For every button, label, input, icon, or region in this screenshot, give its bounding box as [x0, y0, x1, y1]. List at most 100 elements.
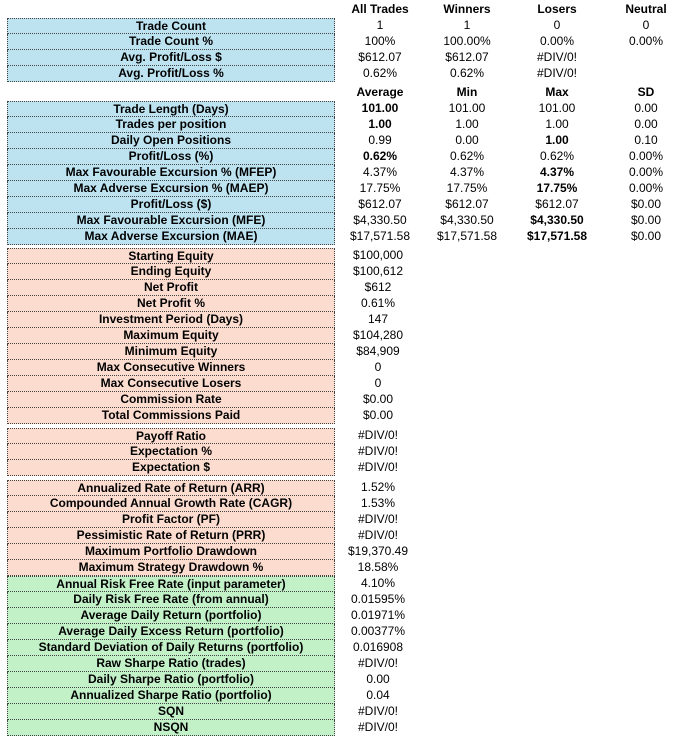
row-label-investment-period-days: Investment Period (Days)	[7, 312, 335, 328]
row-label-daily-risk-free-rate-from-annual: Daily Risk Free Rate (from annual)	[7, 592, 335, 608]
value-max-consecutive-winners: 0	[374, 360, 382, 374]
row-label-commission-rate: Commission Rate	[7, 392, 335, 408]
row-label-maximum-equity: Maximum Equity	[7, 328, 335, 344]
row-label-compounded-annual-growth-rate-cagr: Compounded Annual Growth Rate (CAGR)	[7, 496, 335, 512]
cell-avg-profit-loss-3	[618, 66, 674, 82]
cell-trade-count-3: 0	[642, 18, 650, 32]
value-net-profit: $612	[364, 280, 392, 294]
cell-trade-count-2: 0	[553, 18, 561, 32]
cell-profit-loss-3: $0.00	[630, 197, 662, 211]
value-annualized-rate-of-return-arr: 1.52%	[360, 480, 396, 494]
value-raw-sharpe-ratio-trades: #DIV/0!	[357, 656, 399, 670]
value-expectation: #DIV/0!	[357, 460, 399, 474]
cell-max-adverse-excursion-mae-1: $17,571.58	[436, 229, 498, 243]
value-commission-rate: $0.00	[362, 392, 394, 406]
row-label-maximum-portfolio-drawdown: Maximum Portfolio Drawdown	[7, 544, 335, 560]
cell-daily-open-positions-0: 0.99	[368, 133, 392, 147]
cell-max-favourable-excursion-mfep-0: 4.37%	[362, 165, 398, 179]
row-label-annualized-rate-of-return-arr: Annualized Rate of Return (ARR)	[7, 480, 335, 496]
value-max-consecutive-losers: 0	[374, 376, 382, 390]
cell-daily-open-positions-3: 0.10	[634, 133, 658, 147]
value-pessimistic-rate-of-return-prr: #DIV/0!	[357, 528, 399, 542]
row-label-expectation: Expectation $	[7, 460, 335, 476]
cell-avg-profit-loss-2: #DIV/0!	[536, 66, 578, 80]
header-max: Max	[545, 85, 569, 99]
header-average: Average	[356, 85, 404, 99]
row-label-profit-loss: Profit/Loss (%)	[7, 149, 335, 165]
cell-profit-loss-0: $612.07	[358, 197, 402, 211]
value-expectation: #DIV/0!	[357, 444, 399, 458]
cell-max-favourable-excursion-mfe-0: $4,330.50	[353, 213, 407, 227]
value-investment-period-days: 147	[367, 312, 389, 326]
row-label-annual-risk-free-rate-input-parameter: Annual Risk Free Rate (input parameter)	[7, 576, 335, 592]
value-annualized-sharpe-ratio-portfolio: 0.04	[366, 688, 390, 702]
cell-avg-profit-loss-1: 0.62%	[449, 66, 485, 80]
value-average-daily-excess-return-portfolio: 0.00377%	[350, 624, 406, 638]
value-profit-factor-pf: #DIV/0!	[357, 512, 399, 526]
value-maximum-portfolio-drawdown: $19,370.49	[347, 544, 409, 558]
row-label-average-daily-excess-return-portfolio: Average Daily Excess Return (portfolio)	[7, 624, 335, 640]
row-label-max-favourable-excursion-mfep: Max Favourable Excursion % (MFEP)	[7, 165, 335, 181]
value-ending-equity: $100,612	[352, 264, 404, 278]
cell-max-favourable-excursion-mfep-3: 0.00%	[628, 165, 664, 179]
row-label-profit-loss: Profit/Loss ($)	[7, 197, 335, 213]
cell-profit-loss-3: 0.00%	[628, 149, 664, 163]
value-payoff-ratio: #DIV/0!	[357, 428, 399, 442]
value-minimum-equity: $84,909	[356, 344, 400, 358]
cell-trade-length-days-2: 101.00	[538, 101, 576, 115]
cell-trades-per-position-1: 1.00	[455, 117, 479, 131]
row-label-profit-factor-pf: Profit Factor (PF)	[7, 512, 335, 528]
value-daily-sharpe-ratio-portfolio: 0.00	[366, 672, 390, 686]
value-sqn: #DIV/0!	[357, 704, 399, 718]
row-label-trade-length-days: Trade Length (Days)	[7, 101, 335, 117]
cell-max-favourable-excursion-mfe-2: $4,330.50	[530, 213, 584, 227]
cell-trade-count-0: 1	[376, 18, 384, 32]
cell-trade-count-1: 100.00%	[443, 34, 491, 48]
cell-trade-count-2: 0.00%	[539, 34, 575, 48]
cell-trade-count-1: 1	[463, 18, 471, 32]
row-label-starting-equity: Starting Equity	[7, 248, 335, 264]
header-all-trades: All Trades	[351, 2, 409, 16]
row-label-max-adverse-excursion-mae: Max Adverse Excursion (MAE)	[7, 229, 335, 245]
value-total-commissions-paid: $0.00	[362, 408, 394, 422]
row-label-avg-profit-loss: Avg. Profit/Loss $	[7, 50, 335, 66]
cell-trades-per-position-2: 1.00	[545, 117, 569, 131]
row-label-pessimistic-rate-of-return-prr: Pessimistic Rate of Return (PRR)	[7, 528, 335, 544]
row-label-total-commissions-paid: Total Commissions Paid	[7, 408, 335, 424]
row-label-trade-count: Trade Count	[7, 18, 335, 34]
value-average-daily-return-portfolio: 0.01971%	[350, 608, 406, 622]
value-maximum-equity: $104,280	[352, 328, 404, 342]
row-label-expectation: Expectation %	[7, 444, 335, 460]
cell-profit-loss-0: 0.62%	[362, 149, 398, 163]
value-nsqn: #DIV/0!	[357, 720, 399, 734]
value-annual-risk-free-rate-input-parameter: 4.10%	[360, 576, 396, 590]
cell-trade-count-3: 0.00%	[628, 34, 664, 48]
cell-max-adverse-excursion-maep-2: 17.75%	[536, 181, 578, 195]
row-label-net-profit: Net Profit	[7, 280, 335, 296]
cell-max-favourable-excursion-mfe-3: $0.00	[630, 213, 662, 227]
row-label-daily-open-positions: Daily Open Positions	[7, 133, 335, 149]
value-standard-deviation-of-daily-returns-portfolio: 0.016908	[352, 640, 404, 654]
header-winners: Winners	[443, 2, 491, 16]
row-label-nsqn: NSQN	[7, 720, 335, 736]
header-min: Min	[456, 85, 478, 99]
cell-max-adverse-excursion-maep-0: 17.75%	[359, 181, 401, 195]
cell-profit-loss-1: 0.62%	[449, 149, 485, 163]
header-neutral: Neutral	[625, 2, 667, 16]
cell-profit-loss-1: $612.07	[445, 197, 489, 211]
row-label-trade-count: Trade Count %	[7, 34, 335, 50]
row-label-maximum-strategy-drawdown: Maximum Strategy Drawdown %	[7, 560, 335, 576]
cell-max-adverse-excursion-mae-0: $17,571.58	[349, 229, 411, 243]
cell-avg-profit-loss-1: $612.07	[445, 50, 489, 64]
cell-avg-profit-loss-2: #DIV/0!	[536, 50, 578, 64]
row-label-max-consecutive-losers: Max Consecutive Losers	[7, 376, 335, 392]
cell-trade-length-days-0: 101.00	[361, 101, 399, 115]
cell-profit-loss-2: $612.07	[535, 197, 579, 211]
header-sd: SD	[637, 85, 655, 99]
cell-avg-profit-loss-3	[618, 50, 674, 66]
cell-daily-open-positions-2: 1.00	[545, 133, 569, 147]
row-label-raw-sharpe-ratio-trades: Raw Sharpe Ratio (trades)	[7, 656, 335, 672]
cell-trades-per-position-0: 1.00	[368, 117, 392, 131]
row-label-net-profit: Net Profit %	[7, 296, 335, 312]
cell-max-favourable-excursion-mfep-2: 4.37%	[539, 165, 575, 179]
